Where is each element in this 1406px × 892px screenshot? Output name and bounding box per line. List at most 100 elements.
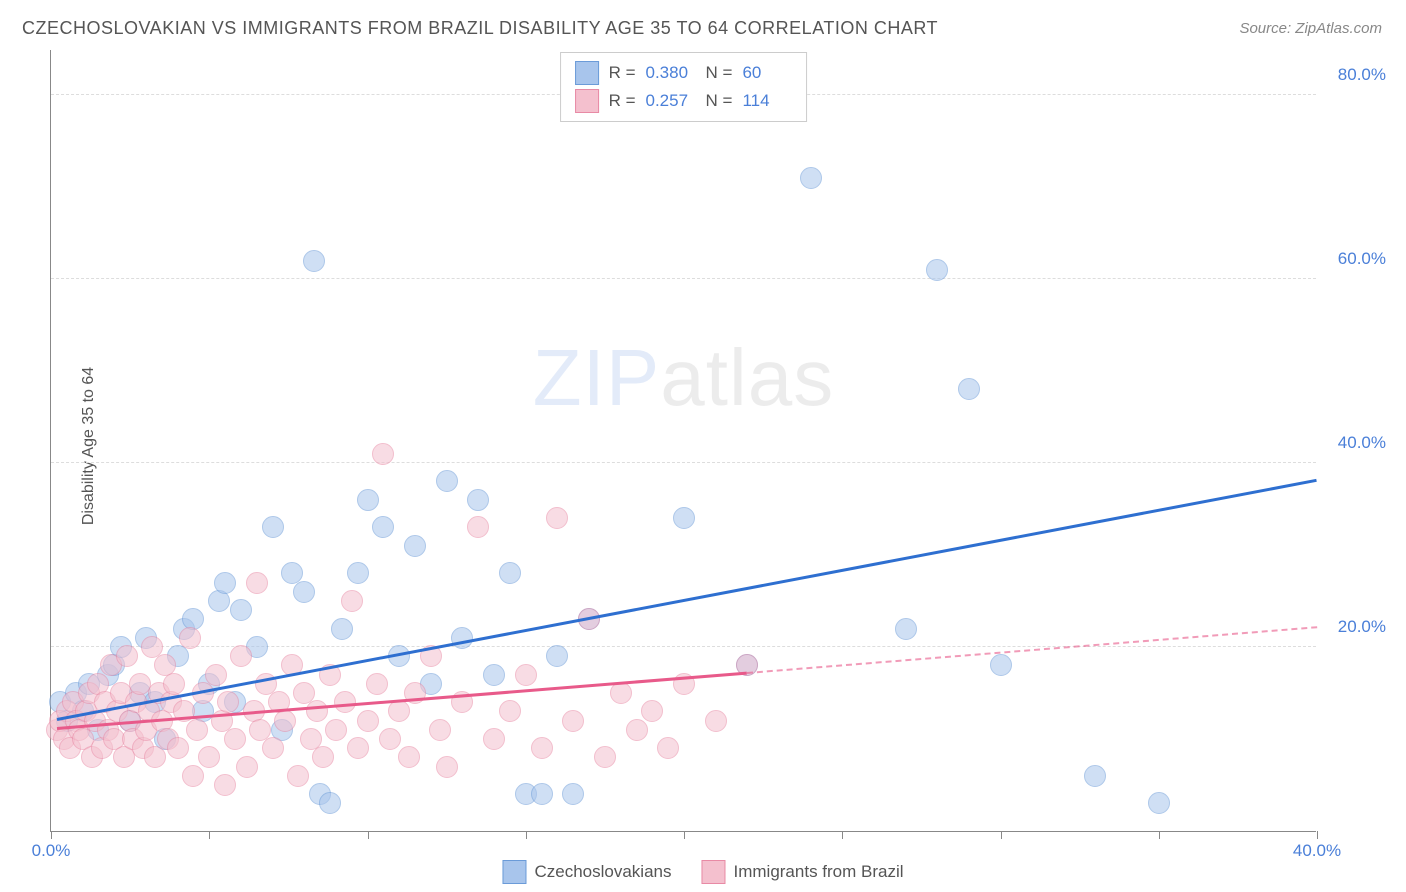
n-label: N = — [706, 63, 733, 83]
scatter-point — [198, 746, 220, 768]
x-tick — [51, 831, 52, 839]
chart-title: CZECHOSLOVAKIAN VS IMMIGRANTS FROM BRAZI… — [22, 18, 938, 39]
scatter-point — [895, 618, 917, 640]
y-tick-label: 80.0% — [1338, 65, 1386, 85]
scatter-point — [372, 443, 394, 465]
y-tick-label: 20.0% — [1338, 617, 1386, 637]
scatter-point — [319, 792, 341, 814]
scatter-point — [467, 489, 489, 511]
r-value: 0.257 — [646, 91, 696, 111]
r-label: R = — [609, 91, 636, 111]
scatter-point — [531, 737, 553, 759]
scatter-point — [404, 535, 426, 557]
scatter-point — [236, 756, 258, 778]
scatter-point — [357, 710, 379, 732]
source-attribution: Source: ZipAtlas.com — [1239, 20, 1382, 37]
scatter-point — [429, 719, 451, 741]
scatter-point — [398, 746, 420, 768]
scatter-point — [958, 378, 980, 400]
scatter-point — [705, 710, 727, 732]
scatter-point — [224, 728, 246, 750]
x-tick — [1317, 831, 1318, 839]
scatter-point — [179, 627, 201, 649]
scatter-point — [1148, 792, 1170, 814]
scatter-point — [366, 673, 388, 695]
scatter-point — [626, 719, 648, 741]
scatter-point — [515, 664, 537, 686]
scatter-point — [331, 618, 353, 640]
scatter-point — [436, 756, 458, 778]
legend-label: Immigrants from Brazil — [733, 862, 903, 882]
scatter-point — [262, 516, 284, 538]
scatter-point — [483, 728, 505, 750]
scatter-point — [1084, 765, 1106, 787]
scatter-point — [357, 489, 379, 511]
scatter-point — [214, 774, 236, 796]
scatter-point — [230, 645, 252, 667]
x-tick — [1159, 831, 1160, 839]
scatter-point — [347, 562, 369, 584]
stats-row: R = 0.257 N = 114 — [575, 87, 793, 115]
n-label: N = — [706, 91, 733, 111]
watermark: ZIPatlas — [533, 332, 834, 424]
scatter-point — [800, 167, 822, 189]
x-tick — [526, 831, 527, 839]
scatter-point — [436, 470, 458, 492]
scatter-point — [990, 654, 1012, 676]
r-value: 0.380 — [646, 63, 696, 83]
scatter-point — [546, 645, 568, 667]
watermark-thin: atlas — [660, 333, 834, 422]
scatter-point — [673, 507, 695, 529]
scatter-point — [186, 719, 208, 741]
scatter-point — [325, 719, 347, 741]
scatter-point — [144, 746, 166, 768]
scatter-point — [293, 581, 315, 603]
n-value: 60 — [742, 63, 792, 83]
chart-legend: Czechoslovakians Immigrants from Brazil — [502, 860, 903, 884]
y-tick-label: 40.0% — [1338, 433, 1386, 453]
x-tick — [842, 831, 843, 839]
scatter-point — [214, 572, 236, 594]
gridline — [51, 462, 1316, 463]
scatter-plot-area: ZIPatlas R =0.380N =60R =0.257N =114 20.… — [50, 50, 1316, 832]
scatter-point — [205, 664, 227, 686]
scatter-point — [182, 765, 204, 787]
scatter-point — [499, 700, 521, 722]
scatter-point — [230, 599, 252, 621]
legend-item: Immigrants from Brazil — [701, 860, 903, 884]
scatter-point — [641, 700, 663, 722]
correlation-stats-box: R = 0.380 N = 60 R = 0.257 N = 114 — [560, 52, 808, 122]
n-value: 114 — [742, 91, 792, 111]
scatter-point — [341, 590, 363, 612]
gridline — [51, 278, 1316, 279]
scatter-point — [312, 746, 334, 768]
scatter-point — [347, 737, 369, 759]
scatter-point — [657, 737, 679, 759]
watermark-bold: ZIP — [533, 333, 660, 422]
legend-swatch — [701, 860, 725, 884]
stats-row: R = 0.380 N = 60 — [575, 59, 793, 87]
r-label: R = — [609, 63, 636, 83]
series-swatch — [575, 61, 599, 85]
scatter-point — [306, 700, 328, 722]
scatter-point — [167, 737, 189, 759]
legend-item: Czechoslovakians — [502, 860, 671, 884]
scatter-point — [116, 645, 138, 667]
x-tick-label: 0.0% — [32, 841, 71, 861]
scatter-point — [246, 572, 268, 594]
scatter-point — [379, 728, 401, 750]
x-tick — [1001, 831, 1002, 839]
scatter-point — [372, 516, 394, 538]
x-tick — [368, 831, 369, 839]
scatter-point — [163, 673, 185, 695]
scatter-point — [217, 691, 239, 713]
scatter-point — [274, 710, 296, 732]
scatter-point — [562, 710, 584, 732]
scatter-point — [531, 783, 553, 805]
scatter-point — [594, 746, 616, 768]
scatter-point — [287, 765, 309, 787]
legend-label: Czechoslovakians — [534, 862, 671, 882]
scatter-point — [303, 250, 325, 272]
trendline-extrapolated — [747, 627, 1317, 675]
scatter-point — [483, 664, 505, 686]
